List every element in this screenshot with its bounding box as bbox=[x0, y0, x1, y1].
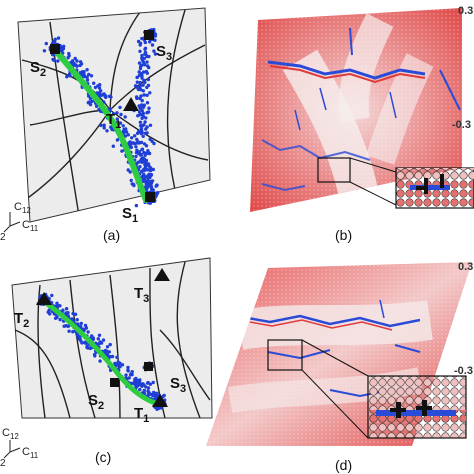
label-t3-c: T3 bbox=[134, 285, 149, 305]
zoom-inset-d bbox=[367, 375, 467, 439]
marker-s1-a bbox=[145, 192, 155, 202]
marker-s3-a bbox=[144, 30, 154, 40]
axes-glyph-c bbox=[3, 440, 21, 459]
label-s1-a: S1 bbox=[122, 205, 138, 225]
marker-s2-a bbox=[50, 44, 60, 54]
marker-s2-c bbox=[110, 378, 119, 387]
axis-label-c11-a: C11 bbox=[22, 219, 39, 233]
label-s3-c: S3 bbox=[170, 375, 186, 395]
colorbar-tick-top-d: 0.3 bbox=[458, 261, 473, 273]
caption-a: (a) bbox=[103, 227, 120, 243]
caption-c: (c) bbox=[95, 449, 111, 465]
marker-t2-c bbox=[36, 292, 52, 305]
axes-glyph-a bbox=[3, 212, 21, 233]
axis-label-z-c: 2 bbox=[0, 458, 6, 469]
colorbar-tick-top-b: 0.3 bbox=[458, 5, 473, 17]
transition-path-a bbox=[52, 47, 149, 203]
axis-label-c11-c: C11 bbox=[22, 446, 39, 460]
label-t2-c: T2 bbox=[14, 310, 29, 330]
colorbar-tick-bottom-d: -0.3 bbox=[454, 365, 473, 377]
marker-s3-c bbox=[144, 362, 153, 371]
panel-a: S2 S3 T1 S1 C12 C11 2 (a) bbox=[0, 7, 211, 243]
caption-b: (b) bbox=[335, 227, 352, 243]
marker-t3-c bbox=[154, 268, 170, 281]
energy-surface-c bbox=[11, 257, 213, 419]
zoom-inset-b bbox=[395, 167, 474, 209]
zoom-box-b bbox=[317, 157, 351, 183]
panel-c: T2 T3 S2 S3 T1 C12 C11 2 (c) bbox=[0, 257, 213, 469]
caption-d: (d) bbox=[335, 457, 352, 473]
label-s2-a: S2 bbox=[30, 59, 46, 79]
colorbar-tick-bottom-b: -0.3 bbox=[452, 119, 471, 131]
axis-label-c12-c: C12 bbox=[2, 427, 19, 441]
strain-features-b bbox=[250, 8, 462, 212]
label-t1-c: T1 bbox=[134, 405, 149, 425]
marker-t1-a bbox=[123, 97, 139, 111]
panel-b: 0.3 -0.3 (b) bbox=[250, 5, 474, 243]
label-t1-a: T1 bbox=[106, 111, 121, 131]
label-s3-a: S3 bbox=[156, 43, 172, 63]
transition-path-c bbox=[39, 297, 161, 407]
axis-label-z-a: 2 bbox=[0, 232, 6, 243]
label-s2-c: S2 bbox=[88, 392, 104, 412]
zoom-box-d bbox=[267, 339, 303, 371]
panel-d: 0.3 -0.3 (d) bbox=[206, 261, 473, 473]
marker-t1-c bbox=[152, 394, 168, 407]
axis-label-c12-a: C12 bbox=[14, 201, 31, 215]
